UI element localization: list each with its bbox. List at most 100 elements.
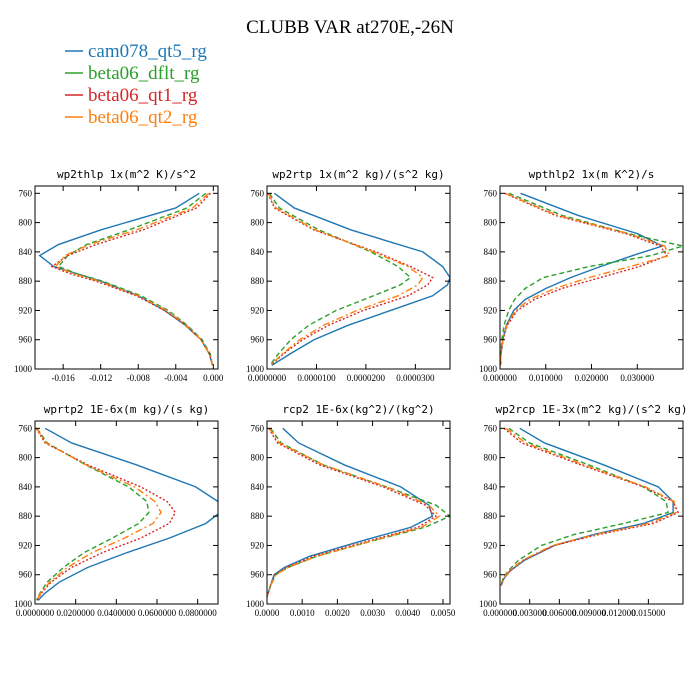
plot-frame	[266, 420, 451, 605]
series-line-beta06_dflt_rg	[268, 192, 412, 366]
x-tick-label: 0.0040	[395, 608, 420, 618]
y-tick-label: 800	[484, 218, 498, 228]
y-tick-label: 960	[251, 335, 265, 345]
y-tick-label: 760	[251, 423, 265, 433]
series-line-beta06_qt2_rg	[267, 427, 441, 597]
series-line-beta06_qt1_rg	[267, 427, 438, 597]
chart-panel: wprtp2 1E-6x(m kg)/(s kg) 760 800 840 880 920…	[14, 403, 219, 618]
panels: wp2thlp 1x(m^2 K)/s^2 760 800 840 880 920 960 1…	[14, 168, 688, 618]
series-line-cam078_qt5_rg	[37, 427, 218, 601]
x-tick-label: -0.004	[164, 373, 188, 383]
series-line-beta06_qt1_rg	[50, 192, 214, 366]
panel-title: wprtp2 1E-6x(m kg)/(s kg)	[44, 403, 210, 416]
y-tick-label: 920	[484, 540, 498, 550]
y-tick-label: 960	[19, 570, 33, 580]
y-tick-label: 920	[251, 305, 265, 315]
y-tick-label: 920	[19, 540, 33, 550]
y-tick-label: 840	[251, 247, 265, 257]
x-tick-label: 0.0800000	[179, 608, 218, 618]
y-tick-label: 1000	[14, 599, 33, 609]
series-line-beta06_qt2_rg	[54, 192, 214, 366]
series-line-cam078_qt5_rg	[271, 192, 450, 366]
y-tick-label: 1000	[246, 599, 265, 609]
y-tick-label: 760	[19, 423, 33, 433]
chart-panel: wp2thlp 1x(m^2 K)/s^2 760 800 840 880 920 960 1…	[14, 168, 224, 383]
y-tick-label: 800	[19, 218, 33, 228]
x-tick-label: 0.000000	[483, 608, 517, 618]
x-tick-label: 0.0200000	[57, 608, 96, 618]
x-tick-label: -0.012	[89, 373, 112, 383]
x-tick-label: 0.000000	[483, 373, 517, 383]
x-tick-label: 0.003000	[513, 608, 547, 618]
y-tick-label: 760	[251, 188, 265, 198]
panel-title: wp2rcp 1E-3x(m^2 kg)/(s^2 kg)	[495, 403, 687, 416]
series-line-beta06_qt1_rg	[500, 427, 679, 586]
panel-title: wpthlp2 1x(m K^2)/s	[529, 168, 655, 181]
y-tick-label: 880	[19, 511, 33, 521]
y-tick-label: 800	[484, 453, 498, 463]
series-line-beta06_qt1_rg	[500, 192, 669, 366]
x-tick-label: 0.0600000	[138, 608, 177, 618]
x-tick-label: 0.010000	[529, 373, 563, 383]
x-tick-label: 0.0000100	[297, 373, 336, 383]
x-tick-label: 0.0000000	[248, 373, 287, 383]
series-line-beta06_qt1_rg	[35, 427, 177, 601]
y-tick-label: 960	[484, 570, 498, 580]
series-line-beta06_qt2_rg	[36, 427, 162, 601]
x-tick-label: 0.009000	[572, 608, 606, 618]
x-tick-label: 0.0000200	[347, 373, 386, 383]
legend-entry: beta06_dflt_rg	[88, 63, 200, 84]
y-tick-label: 760	[484, 188, 498, 198]
plot-frame	[34, 185, 219, 370]
y-tick-label: 1000	[246, 364, 265, 374]
series-line-beta06_qt2_rg	[500, 192, 671, 366]
plot-frame	[266, 185, 451, 370]
x-tick-label: 0.020000	[575, 373, 609, 383]
chart-panel: wp2rtp 1x(m^2 kg)/(s^2 kg) 760 800 840 880 92…	[246, 168, 451, 383]
x-tick-label: 0.0000	[255, 608, 280, 618]
y-tick-label: 920	[19, 305, 33, 315]
series-line-beta06_dflt_rg	[500, 427, 669, 586]
series-line-beta06_qt2_rg	[500, 427, 677, 586]
legend-entry: beta06_qt2_rg	[88, 107, 198, 128]
y-tick-label: 960	[484, 335, 498, 345]
x-tick-label: 0.030000	[620, 373, 654, 383]
x-tick-label: 0.0030	[360, 608, 385, 618]
series-line-cam078_qt5_rg	[267, 427, 434, 597]
y-tick-label: 760	[484, 423, 498, 433]
plot-frame	[499, 420, 684, 605]
panel-title: rcp2 1E-6x(kg^2)/(kg^2)	[282, 403, 434, 416]
x-tick-label: 0.006000	[542, 608, 576, 618]
y-tick-label: 960	[251, 570, 265, 580]
y-tick-label: 920	[251, 540, 265, 550]
y-tick-label: 800	[251, 453, 265, 463]
chart-panel: rcp2 1E-6x(kg^2)/(kg^2) 760 800 840 880 920 96…	[246, 403, 456, 618]
plot-frame	[34, 420, 219, 605]
legend-entry: beta06_qt1_rg	[88, 85, 198, 106]
series-line-cam078_qt5_rg	[500, 192, 665, 366]
legend-entry: cam078_qt5_rg	[88, 41, 207, 62]
y-tick-label: 840	[484, 482, 498, 492]
y-tick-label: 920	[484, 305, 498, 315]
y-tick-label: 880	[484, 276, 498, 286]
legend: cam078_qt5_rgbeta06_dflt_rgbeta06_qt1_rg…	[65, 41, 207, 128]
series-line-cam078_qt5_rg	[500, 427, 674, 586]
y-tick-label: 1000	[479, 364, 498, 374]
y-tick-label: 840	[484, 247, 498, 257]
x-tick-label: 0.0400000	[97, 608, 136, 618]
y-tick-label: 880	[251, 511, 265, 521]
y-tick-label: 880	[251, 276, 265, 286]
y-tick-label: 800	[251, 218, 265, 228]
y-tick-label: 840	[19, 482, 33, 492]
y-tick-label: 800	[19, 453, 33, 463]
x-tick-label: 0.000	[203, 373, 224, 383]
x-tick-label: -0.016	[52, 373, 76, 383]
chart-panel: wp2rcp 1E-3x(m^2 kg)/(s^2 kg) 760 800 840 88…	[479, 403, 688, 618]
y-tick-label: 760	[19, 188, 33, 198]
y-tick-label: 840	[251, 482, 265, 492]
figure-title: CLUBB VAR at270E,-26N	[246, 17, 454, 38]
panel-title: wp2rtp 1x(m^2 kg)/(s^2 kg)	[272, 168, 444, 181]
y-tick-label: 1000	[479, 599, 498, 609]
x-tick-label: 0.0050	[431, 608, 456, 618]
series-line-cam078_qt5_rg	[38, 192, 214, 366]
